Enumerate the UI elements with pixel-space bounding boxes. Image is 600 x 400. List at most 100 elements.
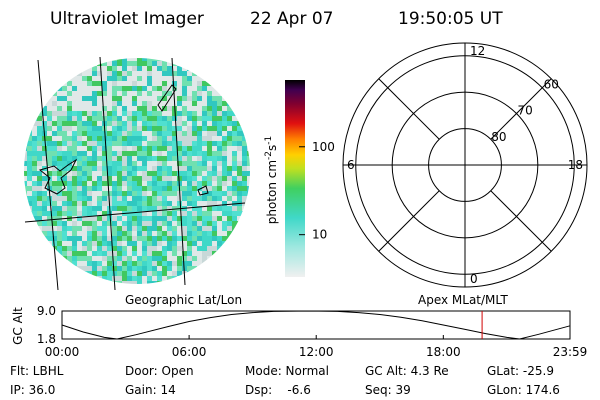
pixel [24, 121, 27, 126]
pixel [142, 266, 147, 271]
pixel [207, 131, 212, 136]
pixel [97, 216, 102, 221]
pixel [232, 251, 237, 256]
pixel [147, 206, 152, 211]
pixel [182, 126, 187, 131]
pixel [167, 206, 172, 211]
pixel [52, 111, 57, 116]
pixel [97, 266, 102, 271]
colorbar-tick-label: 100 [312, 140, 335, 154]
pixel [172, 86, 177, 91]
pixel [107, 121, 112, 126]
pixel [222, 176, 227, 181]
pixel [27, 266, 32, 271]
pixel [197, 91, 202, 96]
pixel [32, 141, 37, 146]
pixel [107, 181, 112, 186]
pixel [77, 256, 82, 261]
pixel [67, 271, 72, 276]
pixel [27, 161, 32, 166]
pixel [97, 66, 102, 71]
pixel [237, 276, 242, 281]
pixel [247, 161, 250, 166]
pixel [177, 81, 182, 86]
pixel [207, 86, 212, 91]
pixel [32, 111, 37, 116]
pixel [107, 126, 112, 131]
pixel [47, 106, 52, 111]
pixel [147, 166, 152, 171]
pixel [217, 171, 222, 176]
lat-label: 80 [491, 130, 506, 144]
pixel [24, 111, 27, 116]
pixel [87, 266, 92, 271]
pixel [72, 231, 77, 236]
pixel [72, 191, 77, 196]
pixel [32, 196, 37, 201]
pixel [147, 96, 152, 101]
pixel [67, 231, 72, 236]
pixel [192, 81, 197, 86]
pixel [92, 156, 97, 161]
pixel [242, 276, 247, 281]
pixel [192, 151, 197, 156]
pixel [157, 126, 162, 131]
pixel [27, 81, 32, 86]
pixel [182, 246, 187, 251]
pixel [147, 251, 152, 256]
y-axis-label: GC Alt [11, 307, 25, 345]
pixel [27, 111, 32, 116]
pixel [67, 281, 72, 284]
pixel [162, 201, 167, 206]
pixel [137, 161, 142, 166]
pixel [187, 151, 192, 156]
pixel [237, 191, 242, 196]
pixel [212, 176, 217, 181]
pixel [24, 186, 27, 191]
pixel [152, 236, 157, 241]
pixel [107, 246, 112, 251]
pixel [24, 58, 27, 61]
pixel [187, 256, 192, 261]
pixel [72, 206, 77, 211]
pixel [177, 66, 182, 71]
pixel [217, 251, 222, 256]
pixel [202, 216, 207, 221]
pixel [24, 181, 27, 186]
pixel [152, 176, 157, 181]
pixel [212, 226, 217, 231]
pixel [137, 206, 142, 211]
pixel [67, 201, 72, 206]
pixel [157, 71, 162, 76]
pixel [82, 86, 87, 91]
pixel [202, 201, 207, 206]
pixel [217, 221, 222, 226]
pixel [92, 131, 97, 136]
pixel [102, 271, 107, 276]
pixel [242, 236, 247, 241]
pixel [157, 211, 162, 216]
pixel [197, 151, 202, 156]
pixel [24, 201, 27, 206]
pixel [162, 186, 167, 191]
pixel [82, 116, 87, 121]
pixel [227, 211, 232, 216]
pixel [107, 171, 112, 176]
pixel [32, 176, 37, 181]
pixel [122, 206, 127, 211]
pixel [52, 191, 57, 196]
pixel [142, 196, 147, 201]
pixel [242, 196, 247, 201]
pixel [177, 196, 182, 201]
pixel [37, 241, 42, 246]
pixel [142, 236, 147, 241]
pixel [37, 106, 42, 111]
pixel [92, 116, 97, 121]
pixel [24, 226, 27, 231]
pixel [167, 136, 172, 141]
pixel [67, 206, 72, 211]
pixel [107, 131, 112, 136]
pixel [42, 216, 47, 221]
pixel [62, 201, 67, 206]
pixel [242, 271, 247, 276]
